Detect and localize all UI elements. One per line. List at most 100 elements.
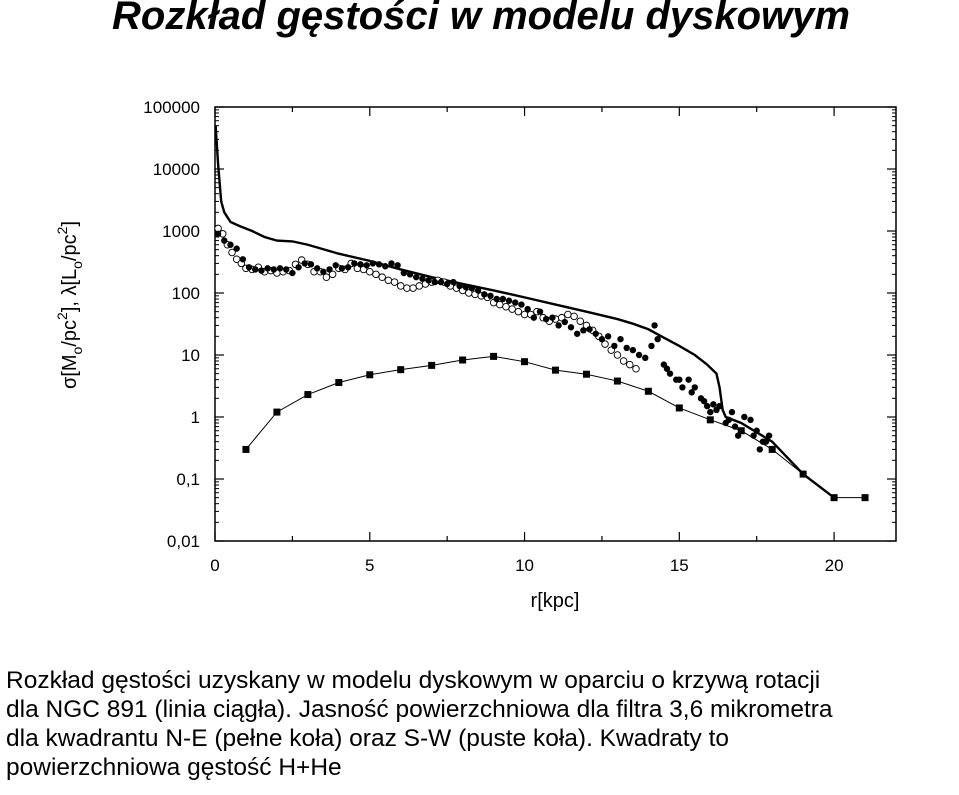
ne-filled-circle-point [394, 262, 401, 269]
ne-filled-circle-point [487, 292, 494, 300]
hhe-square-point [861, 494, 869, 502]
ne-filled-circle-point [413, 273, 420, 281]
page-title: Rozkład gęstości w modelu dyskowym [112, 0, 850, 38]
hhe-square-point [830, 494, 838, 502]
y-tick-label: 10000 [153, 160, 200, 179]
hhe-square-point [644, 387, 652, 395]
ne-filled-circle-point [505, 297, 513, 304]
sw-open-circle-point [601, 340, 609, 348]
ne-filled-circle-point [549, 314, 556, 321]
ne-filled-circle-point [635, 351, 643, 359]
y-tick-label: 10 [181, 346, 200, 365]
sw-open-circle-point [496, 300, 504, 309]
sw-open-circle-point [502, 303, 510, 311]
ne-filled-circle-point [741, 413, 748, 421]
ne-filled-circle-point [369, 260, 377, 267]
ne-filled-circle-point [456, 282, 463, 290]
ne-filled-circle-point [282, 266, 290, 273]
hhe-square-point [552, 366, 559, 374]
hhe-square-point [242, 445, 250, 453]
plot-frame [214, 106, 897, 542]
ne-filled-circle-point [765, 432, 773, 439]
ne-filled-circle-point [375, 261, 383, 268]
sw-open-circle-point [632, 365, 640, 373]
hhe-square-point [397, 366, 405, 374]
ne-filled-circle-point [276, 265, 284, 272]
hhe-square-point [273, 408, 281, 416]
ne-filled-circle-point [363, 262, 370, 269]
y-tick-label: 1000 [162, 222, 200, 241]
ne-filled-circle-point [332, 262, 339, 269]
ne-filled-circle-point [707, 408, 714, 416]
sw-open-circle-point [613, 351, 622, 359]
y-axis-label: σ[Mo/pc2], λ[Lo/pc2] [54, 221, 85, 389]
ne-filled-circle-point [493, 295, 500, 303]
ne-filled-circle-point [663, 365, 671, 372]
ne-filled-circle-point [676, 376, 683, 383]
ne-filled-circle-point [357, 261, 364, 268]
ne-filled-circle-point [573, 330, 581, 337]
sw-open-circle-point [372, 270, 380, 279]
hhe-square-point [304, 391, 312, 399]
hhe-square-point [582, 370, 590, 378]
sw-open-circle-point [390, 278, 399, 286]
y-axis-label-part: 2 [54, 226, 70, 234]
ne-filled-circle-point [474, 287, 482, 294]
ne-filled-circle-point [344, 264, 352, 271]
ne-filled-circle-point [623, 344, 630, 352]
hhe-square-point [768, 445, 776, 453]
ne-filled-circle-point [313, 265, 321, 272]
y-tick-label: 100000 [143, 98, 200, 117]
ne-filled-circle-point [728, 408, 736, 416]
caption-line: dla kwadrantu N-E (pełne koła) oraz S-W … [6, 725, 730, 752]
ne-filled-circle-point [425, 277, 432, 284]
ne-filled-circle-point [307, 261, 315, 268]
y-tick-label: 100 [172, 284, 200, 303]
ne-filled-circle-point [481, 291, 488, 298]
ne-filled-circle-point [524, 305, 531, 313]
ne-filled-circle-point [289, 269, 296, 277]
ne-filled-circle-point [756, 446, 763, 453]
sw-open-circle-point [564, 310, 572, 319]
ne-filled-circle-point [419, 275, 426, 282]
ne-filled-circle-point [629, 346, 637, 354]
sw-open-circle-point [514, 307, 523, 316]
ne-filled-circle-point [580, 327, 587, 334]
ne-filled-circle-point [598, 335, 606, 343]
x-tick-label: 15 [670, 556, 689, 575]
sw-open-circle-point [384, 276, 393, 285]
sw-open-circle-point [396, 282, 405, 290]
ne-filled-circle-point [747, 416, 754, 424]
x-tick-label: 20 [825, 556, 844, 575]
hhe-square-point [799, 470, 807, 478]
ne-filled-circle-point [604, 333, 612, 340]
hhe-square-point [613, 377, 621, 385]
ne-filled-circle-point [351, 260, 358, 267]
y-axis-label-part: /pc [59, 320, 81, 347]
figure-caption: Rozkład gęstości uzyskany w modelu dysko… [6, 666, 956, 782]
y-axis-label-part: /pc [59, 234, 81, 261]
y-tick-label: 0,1 [176, 470, 200, 489]
ne-filled-circle-point [468, 284, 476, 292]
ne-filled-circle-point [443, 280, 451, 288]
ne-filled-circle-point [382, 263, 389, 270]
x-tick-label: 10 [515, 556, 534, 575]
density-chart: 0 5 10 15 20 0,01 0,1 1 10 100 1000 10000 100000 r[k… [54, 98, 897, 612]
ne-filled-circle-point [691, 384, 698, 391]
sw-open-circle-point [409, 284, 417, 292]
ne-filled-circle-point [301, 260, 308, 267]
ne-filled-circle-point [400, 269, 408, 277]
ne-filled-circle-point [738, 427, 745, 434]
y-tick-label: 1 [191, 408, 200, 427]
ne-filled-circle-point [685, 376, 692, 383]
ne-filled-circle-point [654, 335, 661, 343]
sw-open-circle-point [415, 282, 424, 290]
ne-filled-circle-point [543, 315, 550, 323]
ne-filled-circle-point [642, 354, 649, 362]
ne-filled-circle-point [221, 237, 228, 244]
ne-filled-circle-point [700, 397, 708, 405]
hhe-square-point [490, 352, 498, 360]
sw-open-circle-point [619, 357, 628, 365]
ne-filled-circle-point [295, 264, 302, 271]
ne-filled-circle-point [252, 266, 259, 273]
